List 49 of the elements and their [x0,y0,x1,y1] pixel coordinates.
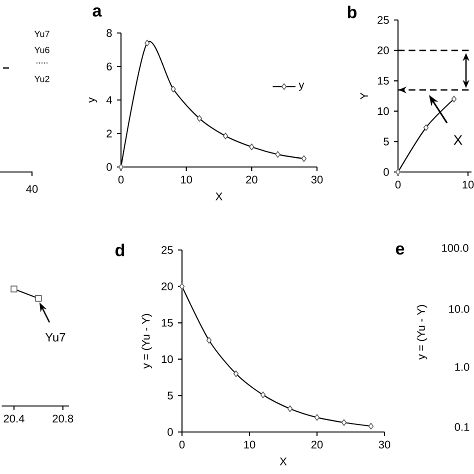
x-tick-label: 30 [378,440,390,448]
chart-title: b [348,6,356,18]
x-tick-label: 0 [118,176,124,184]
y-tick-label: 4 [106,96,112,104]
text: e [396,245,404,255]
y-tick-label: 5 [384,138,389,146]
y-tick-label: 10 [162,355,173,364]
x-tick-label: 10 [181,176,192,184]
chart-title: d [116,244,124,256]
y-tick-label: 10 [378,107,389,116]
x-axis-title: X [280,458,287,466]
y-tick-label: 0 [384,168,389,176]
text: y = (Yu - Y) [416,305,428,360]
x-tick-label: 20 [311,440,323,448]
y-axis-title: y [88,97,98,103]
text: Yu7 [34,30,50,38]
y-tick-label: 0 [106,163,112,171]
y-tick-label: 0 [168,428,173,436]
x-tick-label: 0 [179,440,185,448]
annotation: X [454,135,462,145]
x-tick-label: 20 [246,176,258,184]
legend-label: y [298,82,304,91]
x-tick-label: 20.4 [4,414,24,422]
y-tick-label: 8 [106,29,112,37]
y-tick-label: 25 [378,16,389,24]
annotation: Yu7 [45,333,66,342]
x-tick-label: 20.8 [52,414,74,422]
text: Yu6 [34,46,50,54]
y-tick-label: 6 [106,62,112,70]
y-tick-label: 20 [378,46,389,54]
x-tick-label: 30 [311,176,323,184]
y-axis-title: Y [360,92,368,100]
text: 10.0 [449,305,470,313]
text: ..... [36,62,48,64]
y-axis-title: y = (Yu - Y) [142,314,152,369]
y-tick-label: 15 [162,318,173,327]
text: 40 [26,185,38,193]
x-tick-label: 10 [244,440,256,448]
text: 1.0 [455,363,470,371]
y-tick-label: 2 [106,130,112,138]
text: 100.0 [442,244,468,252]
x-axis-title: X [216,192,222,200]
y-tick-label: 15 [378,76,389,85]
text: Yu2 [34,76,50,82]
y-tick-label: 25 [162,246,173,254]
y-tick-label: 5 [168,392,173,400]
text: 0.1 [454,423,470,431]
chart-title: a [92,7,102,17]
y-tick-label: 20 [162,282,173,290]
